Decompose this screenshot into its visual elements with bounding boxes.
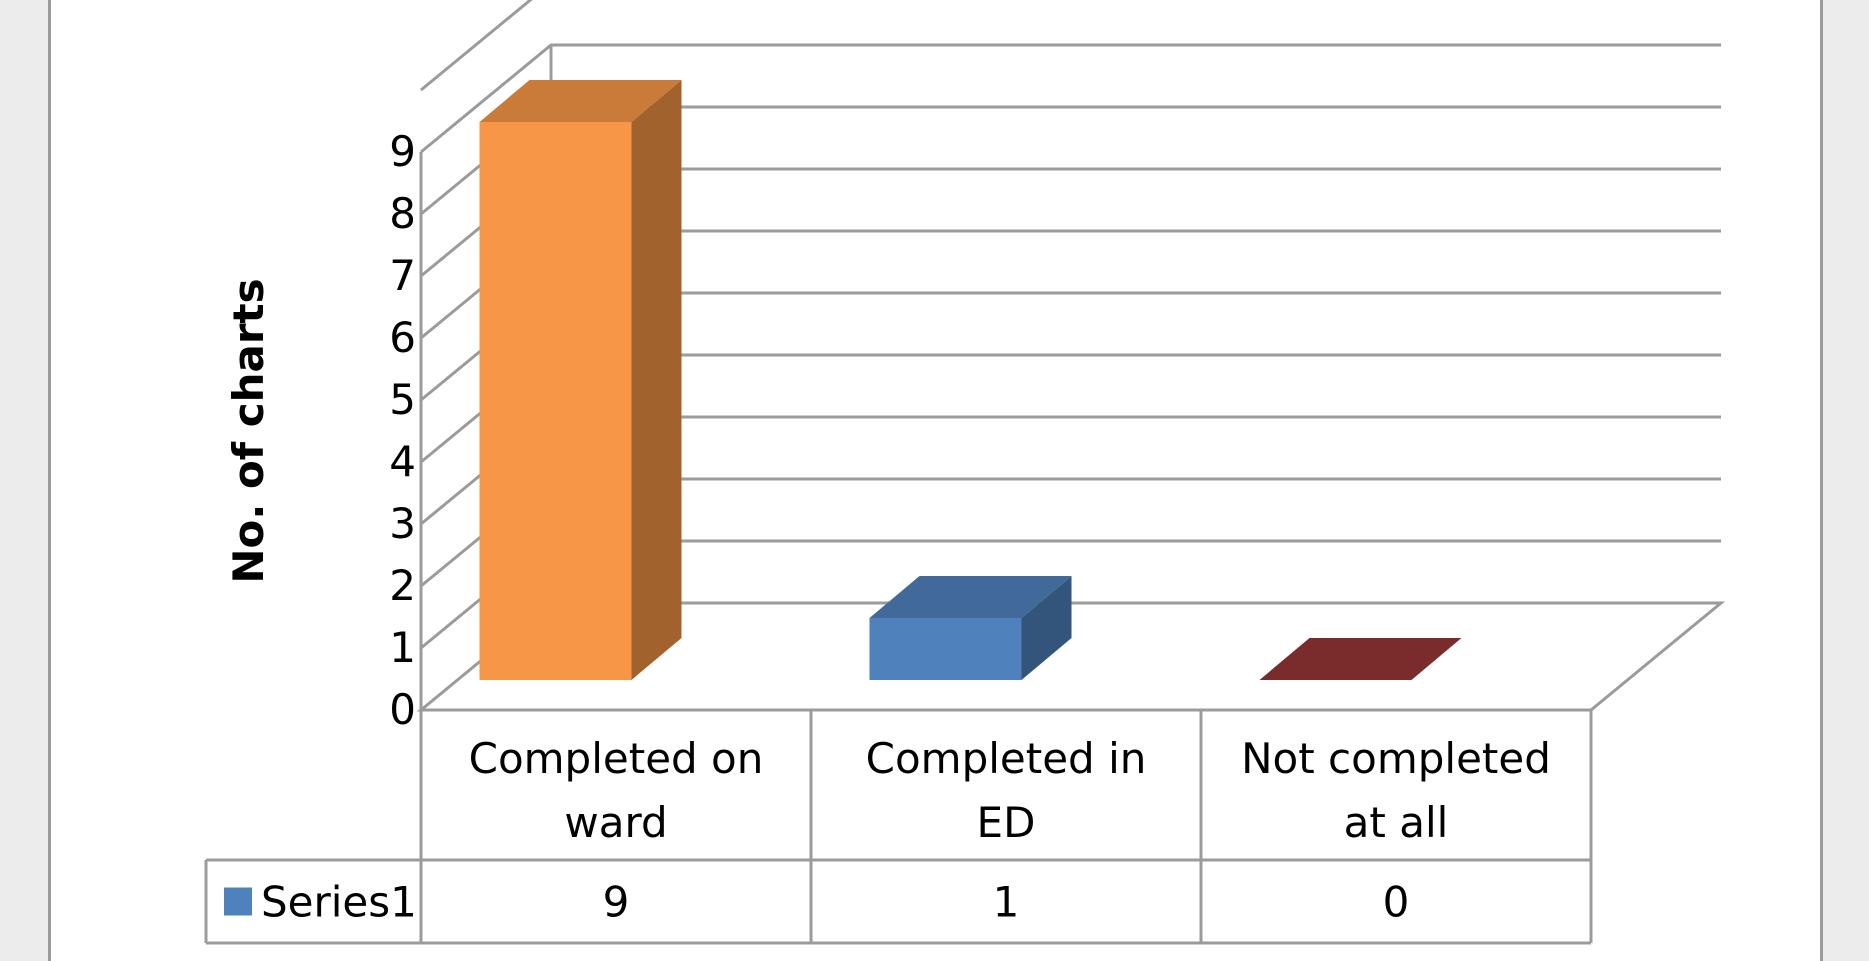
y-tick-label: 6 <box>389 313 416 362</box>
category-label-line: Not completed <box>1241 734 1551 783</box>
bar-top <box>869 576 1072 618</box>
data-value-label: 9 <box>603 878 630 927</box>
y-axis-title: No. of charts <box>224 278 273 583</box>
y-tick-label: 4 <box>389 437 416 486</box>
chart-frame: 0 1 2 3 4 5 6 7 8 9 No. of charts Completed on war… <box>48 0 1823 961</box>
gridline <box>420 0 533 92</box>
data-value-label: 0 <box>1383 878 1410 927</box>
category-label: Completed on ward <box>469 734 764 847</box>
bar-chart: 0 1 2 3 4 5 6 7 8 9 No. of charts Completed on war… <box>204 0 1726 945</box>
y-tick-label: 9 <box>389 127 416 176</box>
category-label-line: Completed in <box>866 734 1147 783</box>
data-value-label: 1 <box>993 878 1020 927</box>
series-name: Series1 <box>261 878 417 927</box>
data-table: Completed on ward Completed in ED Not comple… <box>204 710 1593 945</box>
gridline <box>420 43 1721 154</box>
bar-top <box>479 80 682 122</box>
category-label-line: at all <box>1344 798 1449 847</box>
y-tick-label: 0 <box>389 685 416 734</box>
legend-key <box>224 887 252 916</box>
bar-side <box>1021 576 1072 680</box>
category-label-line: ward <box>564 798 667 847</box>
y-tick-label: 7 <box>389 251 416 300</box>
y-tick-label: 8 <box>389 189 416 238</box>
y-tick-label: 2 <box>389 561 416 610</box>
bar-front <box>479 122 632 680</box>
bar-side <box>631 80 682 680</box>
y-tick-label: 3 <box>389 499 416 548</box>
bar-front <box>869 618 1022 680</box>
y-tick-label: 1 <box>389 623 416 672</box>
category-label: Completed in ED <box>866 734 1147 847</box>
category-label-line: Completed on <box>469 734 764 783</box>
category-label-line: ED <box>977 798 1036 847</box>
bar <box>479 80 682 680</box>
bar <box>1259 638 1462 680</box>
bar-top <box>1259 638 1462 680</box>
bar <box>869 576 1072 680</box>
category-label: Not completed at all <box>1241 734 1551 847</box>
y-axis-ticks: 0 1 2 3 4 5 6 7 8 9 <box>389 127 416 734</box>
y-tick-label: 5 <box>389 375 416 424</box>
chart-bars <box>479 80 1462 680</box>
